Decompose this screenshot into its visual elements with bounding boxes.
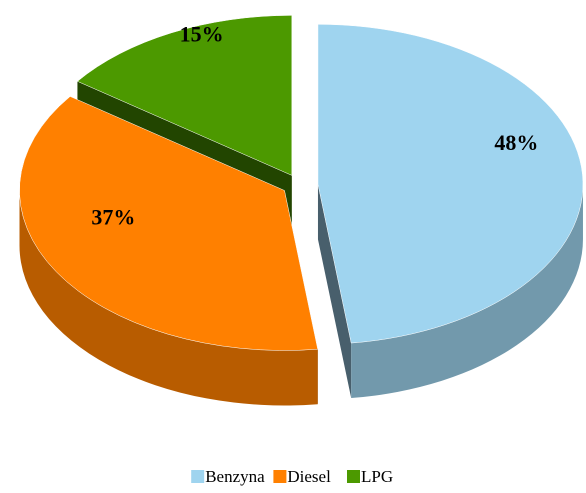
legend-swatch — [347, 470, 360, 483]
legend-label: Diesel — [287, 467, 331, 486]
slice — [76, 15, 293, 176]
legend-label: Benzyna — [205, 467, 265, 486]
legend-swatch — [191, 470, 205, 483]
slice — [19, 96, 319, 351]
legend-label: LPG — [361, 467, 393, 486]
slice-side — [317, 184, 352, 399]
slice-wall — [351, 184, 583, 399]
slice-wall — [19, 190, 318, 406]
data-label: 15% — [180, 22, 224, 47]
legend-swatch — [273, 470, 287, 483]
data-label: 48% — [494, 130, 538, 155]
data-label: 37% — [91, 205, 135, 230]
slice — [317, 24, 584, 344]
